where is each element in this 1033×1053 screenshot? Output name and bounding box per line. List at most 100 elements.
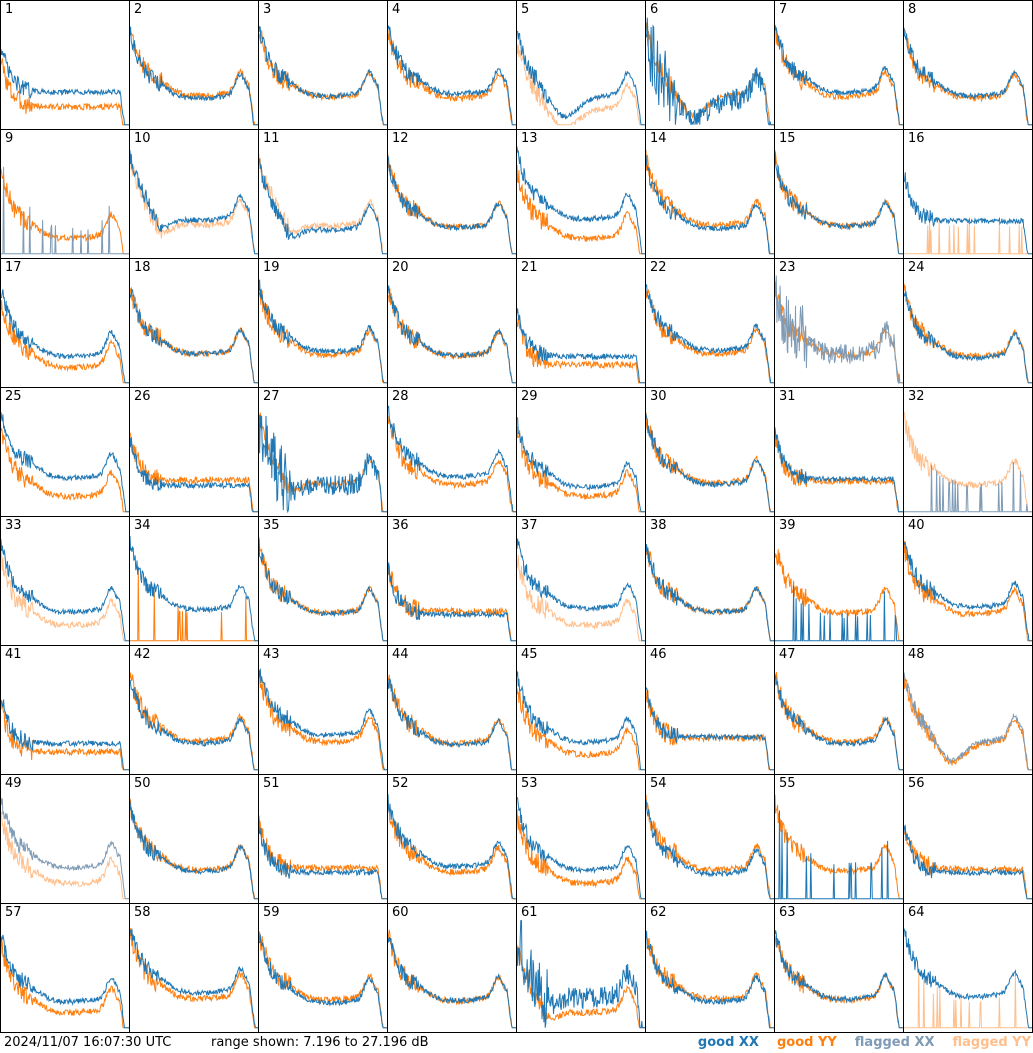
series-xx-line (388, 285, 516, 384)
panel-plot (775, 930, 903, 1029)
panel-48: 48 (903, 645, 1032, 774)
panel-label: 35 (263, 518, 280, 533)
panel-plot (904, 27, 1032, 126)
series-xx-line (904, 824, 1032, 900)
panel-32: 32 (903, 387, 1032, 516)
panel-33: 33 (0, 516, 129, 645)
panel-label: 12 (392, 131, 409, 146)
panel-label: 6 (650, 2, 659, 17)
panel-plot (904, 283, 1032, 384)
panel-23: 23 (774, 258, 903, 387)
panel-plot (775, 150, 903, 255)
series-yy-line (775, 26, 903, 126)
panel-plot (904, 824, 1032, 900)
series-yy-line (259, 675, 387, 771)
panel-plot (775, 671, 903, 771)
panel-1: 1 (0, 0, 129, 129)
panel-56: 56 (903, 774, 1032, 903)
panel-plot (130, 432, 258, 513)
panel-50: 50 (129, 774, 258, 903)
panel-35: 35 (258, 516, 387, 645)
series-xx-line (775, 930, 903, 1029)
series-xx-line (517, 308, 645, 384)
panel-58: 58 (129, 903, 258, 1032)
panel-plot (388, 562, 516, 642)
panel-plot (388, 154, 516, 255)
series-xx-line (130, 437, 258, 513)
series-xx-line (517, 796, 645, 900)
panel-plot (130, 150, 258, 255)
series-xx-line (130, 535, 258, 642)
panel-plot (388, 674, 516, 771)
panel-8: 8 (903, 0, 1032, 129)
panel-label: 13 (521, 131, 538, 146)
series-xx-line (130, 288, 258, 384)
panel-2: 2 (129, 0, 258, 129)
panel-label: 9 (5, 131, 14, 146)
panel-label: 15 (779, 131, 796, 146)
panel-plot (1, 797, 129, 900)
panel-53: 53 (516, 774, 645, 903)
panel-3: 3 (258, 0, 387, 129)
series-yy-line (259, 154, 387, 255)
panel-label: 44 (392, 647, 409, 662)
panel-plot (259, 815, 387, 900)
panel-label: 53 (521, 776, 538, 791)
panel-plot (646, 544, 774, 642)
panel-plot (646, 930, 774, 1029)
series-yy-line (388, 27, 516, 126)
panel-label: 49 (5, 776, 22, 791)
panel-label: 57 (5, 905, 22, 920)
panel-label: 24 (908, 260, 925, 275)
panel-label: 8 (908, 2, 917, 17)
panel-plot (517, 308, 645, 384)
series-xx-line (646, 17, 774, 126)
panel-17: 17 (0, 258, 129, 387)
panel-label: 30 (650, 389, 667, 404)
panel-44: 44 (387, 645, 516, 774)
panel-label: 17 (5, 260, 22, 275)
panel-63: 63 (774, 903, 903, 1032)
series-yy-line (775, 428, 903, 513)
series-yy-line (130, 432, 258, 513)
panel-plot (259, 668, 387, 771)
panel-4: 4 (387, 0, 516, 129)
panel-plot (259, 536, 387, 642)
panel-label: 4 (392, 2, 401, 17)
panel-12: 12 (387, 129, 516, 258)
panel-13: 13 (516, 129, 645, 258)
panel-plot (517, 538, 645, 642)
series-yy-line (904, 540, 1032, 642)
panel-plot (517, 671, 645, 771)
panel-label: 52 (392, 776, 409, 791)
series-yy-line (517, 688, 645, 771)
panel-40: 40 (903, 516, 1032, 645)
panel-28: 28 (387, 387, 516, 516)
series-xx-line (517, 920, 645, 1029)
panel-plot (1, 289, 129, 384)
panel-label: 31 (779, 389, 796, 404)
panel-label: 3 (263, 2, 272, 17)
panel-plot (130, 286, 258, 384)
panel-30: 30 (645, 387, 774, 516)
panel-27: 27 (258, 387, 387, 516)
panel-label: 7 (779, 2, 788, 17)
series-xx-line (517, 417, 645, 513)
panel-41: 41 (0, 645, 129, 774)
panel-62: 62 (645, 903, 774, 1032)
panel-plot (775, 275, 903, 385)
panel-label: 62 (650, 905, 667, 920)
series-xx-line (259, 279, 387, 384)
series-xx-line (259, 538, 387, 642)
panel-plot (775, 427, 903, 513)
series-xx-line (775, 152, 903, 255)
series-xx-line (646, 414, 774, 513)
panel-22: 22 (645, 258, 774, 387)
series-yy-line (1, 811, 129, 900)
panel-label: 58 (134, 905, 151, 920)
panel-plot (388, 25, 516, 126)
panel-label: 45 (521, 647, 538, 662)
panel-plot (775, 794, 903, 900)
panel-label: 32 (908, 389, 925, 404)
panel-plot (904, 540, 1032, 642)
